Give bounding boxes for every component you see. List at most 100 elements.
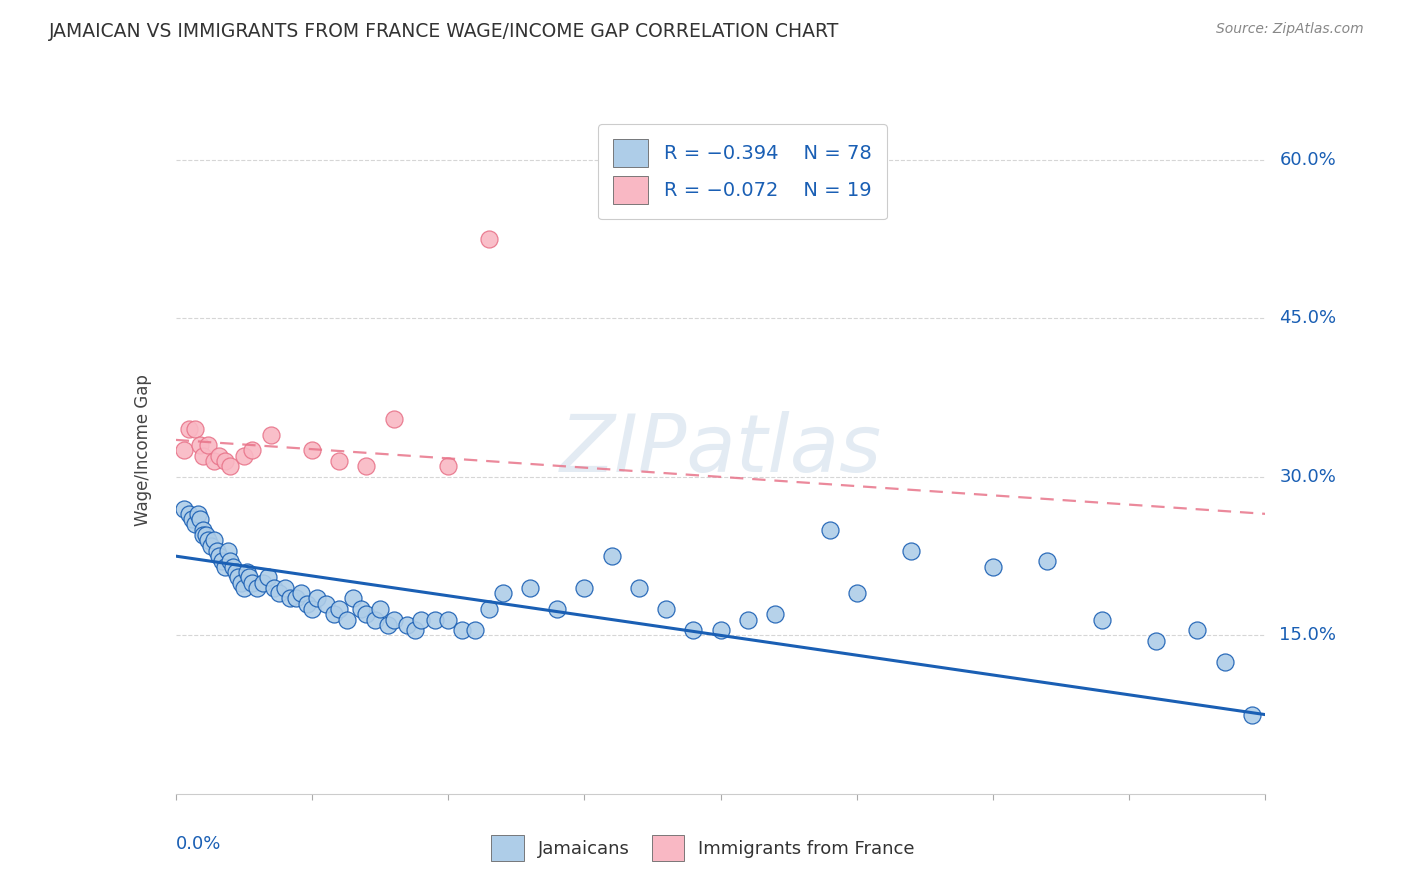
Point (240, 575, 263, 590)
Point (574, 581, 596, 595)
Text: 0.0%: 0.0% (176, 835, 221, 853)
Point (214, 559, 236, 574)
Point (228, 570, 250, 584)
Point (423, 613, 446, 627)
Point (1091, 613, 1114, 627)
Point (437, 459, 460, 474)
Point (600, 549, 623, 563)
Point (173, 443, 195, 458)
Point (336, 613, 359, 627)
Point (405, 623, 427, 637)
Point (274, 581, 297, 595)
Point (301, 602, 323, 616)
Point (202, 533, 225, 548)
Point (519, 581, 541, 595)
Point (202, 454, 225, 468)
Point (191, 528, 214, 542)
Point (363, 613, 385, 627)
Point (1036, 554, 1059, 568)
Point (737, 613, 759, 627)
Point (546, 602, 568, 616)
Point (184, 517, 207, 532)
Point (478, 232, 501, 246)
Point (173, 501, 195, 516)
Point (1213, 655, 1236, 669)
Text: JAMAICAN VS IMMIGRANTS FROM FRANCE WAGE/INCOME GAP CORRELATION CHART: JAMAICAN VS IMMIGRANTS FROM FRANCE WAGE/… (49, 22, 839, 41)
Point (290, 586, 312, 600)
Point (763, 607, 786, 622)
Point (232, 581, 254, 595)
Point (450, 623, 472, 637)
Text: Source: ZipAtlas.com: Source: ZipAtlas.com (1216, 22, 1364, 37)
Point (377, 617, 399, 632)
Point (655, 602, 678, 616)
Point (179, 507, 201, 521)
Point (328, 602, 350, 616)
Point (263, 581, 285, 595)
Point (217, 544, 239, 558)
Point (315, 597, 337, 611)
Point (238, 570, 260, 584)
Point (235, 565, 257, 579)
Point (1187, 623, 1209, 637)
Point (368, 602, 391, 616)
Point (382, 613, 405, 627)
Point (231, 575, 253, 590)
Legend: Jamaicans, Immigrants from France: Jamaicans, Immigrants from France (482, 826, 924, 870)
Point (396, 617, 419, 632)
Point (181, 512, 204, 526)
Point (222, 559, 245, 574)
Point (627, 581, 650, 595)
Text: 30.0%: 30.0% (1279, 468, 1336, 486)
Point (211, 554, 233, 568)
Point (252, 575, 274, 590)
Text: ZIPatlas: ZIPatlas (560, 411, 882, 490)
Point (208, 549, 231, 563)
Point (191, 449, 214, 463)
Point (845, 586, 868, 600)
Point (188, 512, 211, 526)
Point (382, 411, 405, 425)
Text: 45.0%: 45.0% (1279, 310, 1337, 327)
Point (179, 422, 201, 436)
Point (818, 523, 841, 537)
Point (205, 544, 228, 558)
Point (188, 438, 211, 452)
Point (710, 623, 733, 637)
Point (186, 507, 209, 521)
Point (328, 454, 350, 468)
Legend: R = −0.394    N = 78, R = −0.072    N = 19: R = −0.394 N = 78, R = −0.072 N = 19 (598, 124, 887, 219)
Point (981, 559, 1004, 574)
Point (197, 533, 219, 548)
Point (260, 427, 283, 442)
Text: 60.0%: 60.0% (1279, 151, 1336, 169)
Point (900, 544, 922, 558)
Y-axis label: Wage/Income Gap: Wage/Income Gap (134, 375, 152, 526)
Point (478, 602, 501, 616)
Point (437, 613, 460, 627)
Point (219, 554, 242, 568)
Point (232, 449, 254, 463)
Point (307, 591, 329, 606)
Point (191, 523, 214, 537)
Point (219, 459, 242, 474)
Point (1144, 633, 1167, 648)
Point (225, 565, 247, 579)
Point (356, 607, 378, 622)
Point (214, 454, 236, 468)
Point (322, 607, 344, 622)
Point (1240, 707, 1263, 722)
Point (257, 570, 280, 584)
Point (409, 613, 432, 627)
Point (342, 591, 364, 606)
Point (492, 586, 515, 600)
Point (464, 623, 486, 637)
Point (278, 591, 301, 606)
Text: 15.0%: 15.0% (1279, 626, 1336, 644)
Point (240, 443, 263, 458)
Point (295, 597, 318, 611)
Point (356, 459, 378, 474)
Point (301, 443, 323, 458)
Point (682, 623, 704, 637)
Point (197, 438, 219, 452)
